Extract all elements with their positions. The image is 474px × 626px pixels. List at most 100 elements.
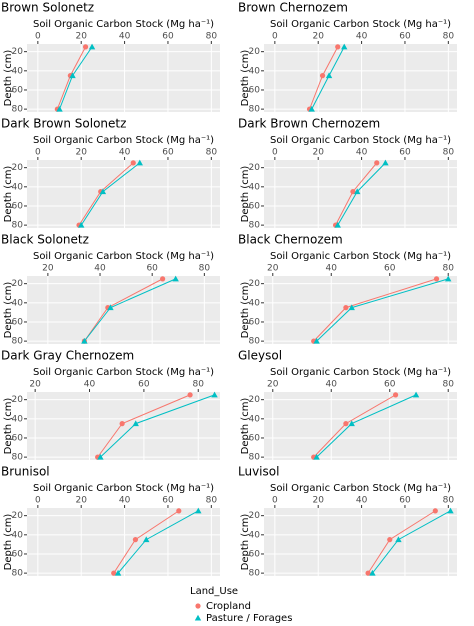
y-tick-label: 20 — [12, 511, 24, 521]
point — [313, 453, 320, 460]
x-tick-label: 80 — [443, 32, 455, 42]
point — [187, 392, 193, 398]
y-axis-title: Depth (cm) — [240, 398, 251, 455]
x-axis-title: Soil Organic Carbon Stock (Mg ha⁻¹) — [33, 19, 214, 30]
point — [447, 507, 454, 514]
y-tick-label: 40 — [249, 66, 261, 76]
point — [195, 603, 201, 609]
x-tick-label: 80 — [443, 380, 455, 390]
y-tick-label: 40 — [12, 530, 24, 540]
point — [343, 421, 349, 427]
y-tick-label: 20 — [249, 47, 261, 57]
y-tick-label: 80 — [12, 453, 24, 463]
x-axis-title: Soil Organic Carbon Stock (Mg ha⁻¹) — [270, 135, 451, 146]
plot-background — [27, 276, 220, 344]
y-tick-label: 60 — [12, 317, 24, 327]
x-tick-label: 40 — [94, 264, 106, 274]
y-axis-title: Depth (cm) — [3, 282, 14, 339]
x-tick-label: 0 — [35, 148, 41, 158]
x-axis-title: Soil Organic Carbon Stock (Mg ha⁻¹) — [33, 367, 214, 378]
legend-label: Cropland — [206, 601, 251, 612]
x-tick-label: 20 — [75, 32, 87, 42]
y-tick-label: 40 — [249, 182, 261, 192]
point — [313, 337, 320, 344]
point — [354, 188, 361, 195]
point — [341, 43, 348, 50]
x-tick-label: 20 — [75, 496, 87, 506]
point — [348, 420, 355, 427]
y-tick-label: 80 — [12, 569, 24, 579]
point — [107, 304, 114, 311]
x-tick-label: 20 — [267, 380, 279, 390]
y-tick-label: 60 — [249, 201, 261, 211]
point — [334, 221, 341, 228]
x-tick-label: 20 — [312, 496, 324, 506]
x-tick-label: 60 — [399, 496, 411, 506]
x-tick-label: 0 — [272, 32, 278, 42]
x-tick-label: 20 — [312, 32, 324, 42]
point — [343, 305, 349, 311]
panel-title: Luvisol — [238, 465, 279, 479]
y-tick-label: 60 — [249, 85, 261, 95]
point — [350, 189, 356, 195]
point — [172, 275, 179, 282]
y-tick-label: 40 — [12, 414, 24, 424]
y-tick-label: 80 — [12, 337, 24, 347]
y-tick-label: 40 — [249, 414, 261, 424]
y-tick-label: 40 — [249, 530, 261, 540]
x-tick-label: 0 — [272, 148, 278, 158]
y-tick-label: 80 — [249, 453, 261, 463]
plot-background — [27, 508, 220, 576]
y-tick-label: 40 — [12, 66, 24, 76]
y-tick-label: 20 — [12, 395, 24, 405]
point — [99, 188, 107, 195]
y-tick-label: 80 — [249, 221, 261, 231]
point — [119, 421, 125, 427]
point — [143, 536, 150, 543]
panel-title: Brown Solonetz — [1, 1, 94, 15]
point — [211, 391, 218, 398]
point — [160, 276, 166, 282]
x-tick-label: 20 — [312, 148, 324, 158]
x-tick-label: 80 — [443, 264, 455, 274]
y-tick-label: 20 — [12, 163, 24, 173]
panel-title: Black Chernozem — [238, 233, 343, 247]
point — [432, 508, 438, 514]
point — [395, 536, 402, 543]
x-tick-label: 20 — [29, 380, 41, 390]
point — [114, 569, 122, 576]
point — [176, 508, 182, 514]
y-tick-label: 60 — [12, 549, 24, 559]
plot-background — [27, 160, 220, 228]
x-tick-label: 40 — [356, 496, 368, 506]
y-tick-label: 60 — [249, 549, 261, 559]
plot-background — [264, 276, 457, 344]
y-axis-title: Depth (cm) — [240, 514, 251, 571]
point — [374, 160, 380, 166]
legend-label: Pasture / Forages — [206, 613, 292, 624]
x-tick-label: 0 — [272, 496, 278, 506]
x-tick-label: 40 — [84, 380, 96, 390]
y-tick-label: 80 — [249, 569, 261, 579]
x-tick-label: 60 — [162, 496, 174, 506]
y-tick-label: 20 — [249, 163, 261, 173]
x-tick-label: 40 — [119, 32, 131, 42]
x-tick-label: 0 — [35, 32, 41, 42]
x-axis-title: Soil Organic Carbon Stock (Mg ha⁻¹) — [33, 483, 214, 494]
point — [97, 453, 104, 460]
y-axis-title: Depth (cm) — [3, 50, 14, 107]
y-tick-label: 40 — [249, 298, 261, 308]
point — [78, 221, 85, 228]
plot-background — [264, 160, 457, 228]
y-tick-label: 60 — [249, 317, 261, 327]
y-tick-label: 60 — [12, 201, 24, 211]
panel-title: Brown Chernozem — [238, 1, 348, 15]
plot-background — [27, 392, 220, 460]
y-tick-label: 60 — [12, 85, 24, 95]
point — [433, 276, 440, 282]
y-tick-label: 20 — [249, 279, 261, 289]
y-axis-title: Depth (cm) — [3, 166, 14, 223]
y-axis-title: Depth (cm) — [3, 514, 14, 571]
y-tick-label: 80 — [249, 105, 261, 115]
